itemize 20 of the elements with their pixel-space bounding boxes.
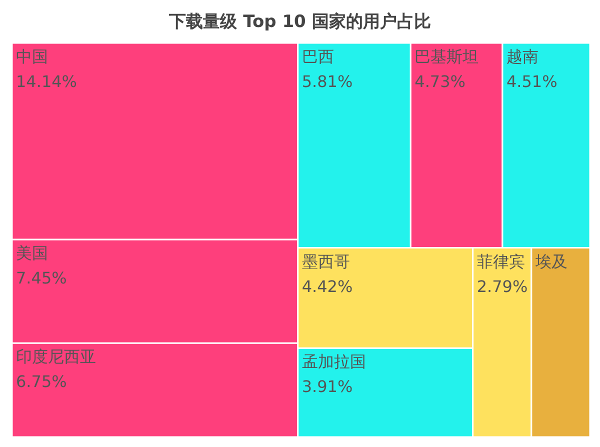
category-label: 巴西 — [302, 47, 334, 66]
category-label: 美国 — [16, 244, 48, 263]
category-label: 菲律宾 — [476, 252, 525, 271]
title: 下载量级 Top 10 国家的用户占比 — [169, 12, 431, 32]
category-label: 孟加拉国 — [302, 352, 366, 372]
data-label: 2.79% — [476, 276, 528, 296]
category-label: 越南 — [506, 47, 538, 66]
data-label: 4.42% — [302, 276, 353, 296]
data-label: 7.45% — [16, 268, 67, 288]
data-label: 14.14% — [16, 72, 78, 91]
category-label: 墨西哥 — [302, 252, 350, 271]
data-label: 4.73% — [414, 72, 466, 91]
data-label: 4.51% — [506, 72, 558, 91]
category-label: 印度尼西亚 — [16, 347, 96, 366]
category-label: 埃及 — [534, 252, 568, 271]
data-label: 6.75% — [16, 372, 67, 392]
category-label: 中国 — [16, 47, 48, 66]
data-label: 5.81% — [302, 72, 353, 91]
category-label: 巴基斯坦 — [414, 47, 479, 66]
data-label: 3.91% — [302, 377, 353, 396]
